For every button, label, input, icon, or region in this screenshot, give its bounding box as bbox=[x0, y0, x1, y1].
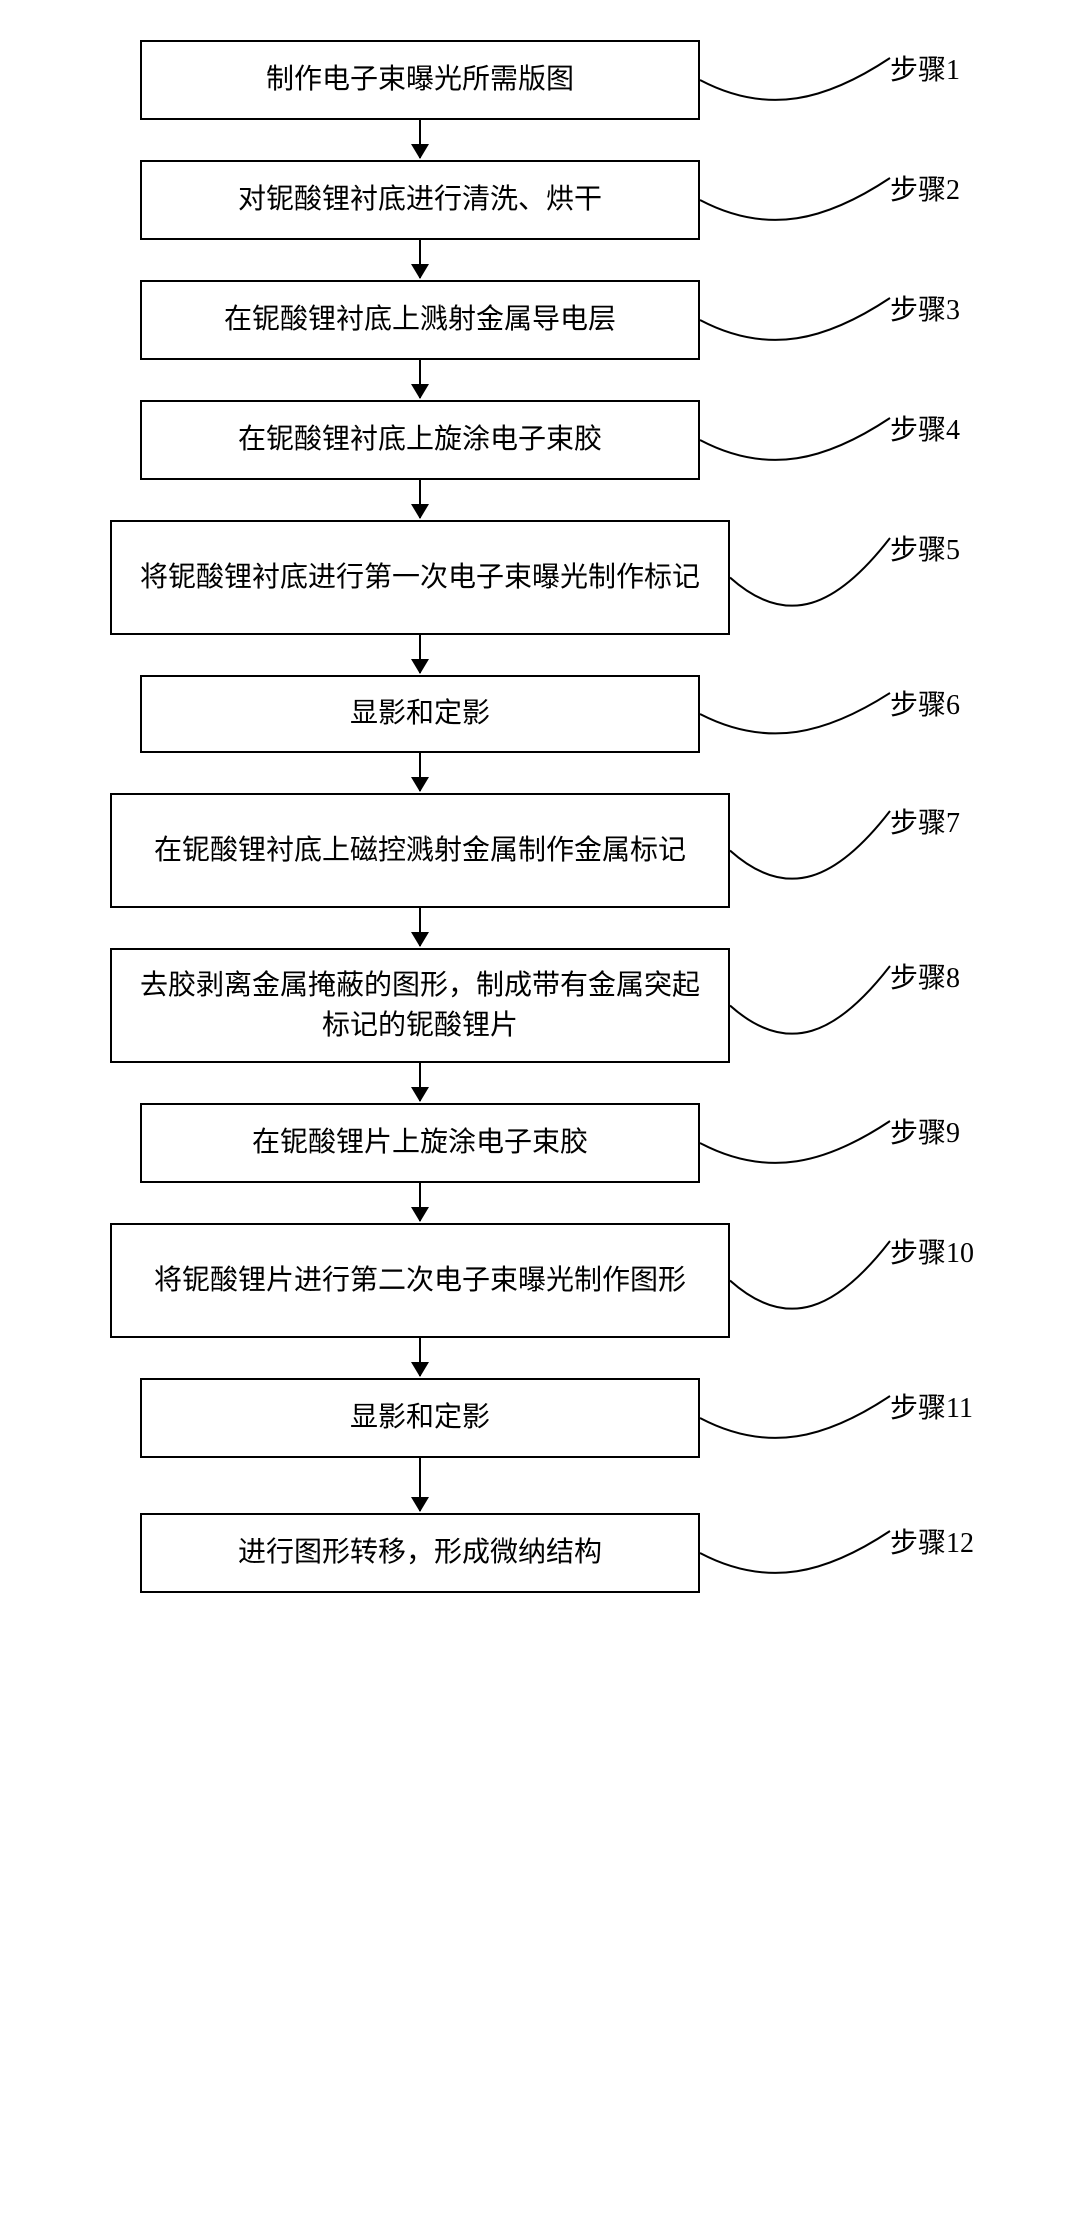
step-row: 在铌酸锂片上旋涂电子束胶 步骤9 bbox=[20, 1103, 1071, 1183]
step-label: 步骤3 bbox=[890, 288, 960, 328]
step-row: 在铌酸锂衬底上溅射金属导电层 步骤3 bbox=[20, 280, 1071, 360]
step-label: 步骤11 bbox=[890, 1386, 973, 1426]
step-row: 去胶剥离金属掩蔽的图形，制成带有金属突起标记的铌酸锂片 步骤8 bbox=[20, 948, 1071, 1063]
connector-curve bbox=[700, 1513, 895, 1593]
arrow-down bbox=[20, 1183, 1071, 1223]
step-label: 步骤9 bbox=[890, 1111, 960, 1151]
connector-curve bbox=[700, 1103, 895, 1183]
step-row: 将铌酸锂片进行第二次电子束曝光制作图形 步骤10 bbox=[20, 1223, 1071, 1338]
arrow-down bbox=[20, 480, 1071, 520]
step-box: 去胶剥离金属掩蔽的图形，制成带有金属突起标记的铌酸锂片 bbox=[110, 948, 730, 1063]
process-flowchart: 制作电子束曝光所需版图 步骤1 对铌酸锂衬底进行清洗、烘干 步骤2 在铌酸锂衬底上溅射金… bbox=[20, 40, 1071, 1593]
step-label: 步骤2 bbox=[890, 168, 960, 208]
connector-curve bbox=[700, 1378, 895, 1458]
step-label: 步骤6 bbox=[890, 683, 960, 723]
connector-curve bbox=[730, 793, 895, 908]
step-label: 步骤4 bbox=[890, 408, 960, 448]
step-box: 显影和定影 bbox=[140, 675, 700, 753]
arrow-down bbox=[20, 360, 1071, 400]
connector-curve bbox=[700, 675, 895, 753]
arrow-down bbox=[20, 908, 1071, 948]
step-label: 步骤5 bbox=[890, 528, 960, 568]
step-box: 在铌酸锂衬底上磁控溅射金属制作金属标记 bbox=[110, 793, 730, 908]
step-box: 在铌酸锂片上旋涂电子束胶 bbox=[140, 1103, 700, 1183]
connector-curve bbox=[700, 280, 895, 360]
connector-curve bbox=[730, 948, 895, 1063]
step-box: 制作电子束曝光所需版图 bbox=[140, 40, 700, 120]
step-row: 对铌酸锂衬底进行清洗、烘干 步骤2 bbox=[20, 160, 1071, 240]
step-label: 步骤7 bbox=[890, 801, 960, 841]
arrow-down bbox=[20, 120, 1071, 160]
step-row: 显影和定影 步骤6 bbox=[20, 675, 1071, 753]
arrow-down bbox=[20, 1338, 1071, 1378]
step-box: 对铌酸锂衬底进行清洗、烘干 bbox=[140, 160, 700, 240]
step-box: 显影和定影 bbox=[140, 1378, 700, 1458]
step-row: 进行图形转移，形成微纳结构 步骤12 bbox=[20, 1513, 1071, 1593]
step-box: 在铌酸锂衬底上溅射金属导电层 bbox=[140, 280, 700, 360]
step-label: 步骤1 bbox=[890, 48, 960, 88]
step-row: 显影和定影 步骤11 bbox=[20, 1378, 1071, 1458]
step-label: 步骤12 bbox=[890, 1521, 974, 1561]
step-row: 在铌酸锂衬底上磁控溅射金属制作金属标记 步骤7 bbox=[20, 793, 1071, 908]
connector-curve bbox=[700, 400, 895, 480]
step-box: 在铌酸锂衬底上旋涂电子束胶 bbox=[140, 400, 700, 480]
step-label: 步骤10 bbox=[890, 1231, 974, 1271]
connector-curve bbox=[730, 1223, 895, 1338]
step-row: 在铌酸锂衬底上旋涂电子束胶 步骤4 bbox=[20, 400, 1071, 480]
step-box: 进行图形转移，形成微纳结构 bbox=[140, 1513, 700, 1593]
arrow-down bbox=[20, 240, 1071, 280]
step-box: 将铌酸锂衬底进行第一次电子束曝光制作标记 bbox=[110, 520, 730, 635]
step-box: 将铌酸锂片进行第二次电子束曝光制作图形 bbox=[110, 1223, 730, 1338]
connector-curve bbox=[730, 520, 895, 635]
step-label: 步骤8 bbox=[890, 956, 960, 996]
step-row: 制作电子束曝光所需版图 步骤1 bbox=[20, 40, 1071, 120]
arrow-down bbox=[20, 1458, 1071, 1513]
connector-curve bbox=[700, 160, 895, 240]
arrow-down bbox=[20, 1063, 1071, 1103]
arrow-down bbox=[20, 635, 1071, 675]
connector-curve bbox=[700, 40, 895, 120]
arrow-down bbox=[20, 753, 1071, 793]
step-row: 将铌酸锂衬底进行第一次电子束曝光制作标记 步骤5 bbox=[20, 520, 1071, 635]
